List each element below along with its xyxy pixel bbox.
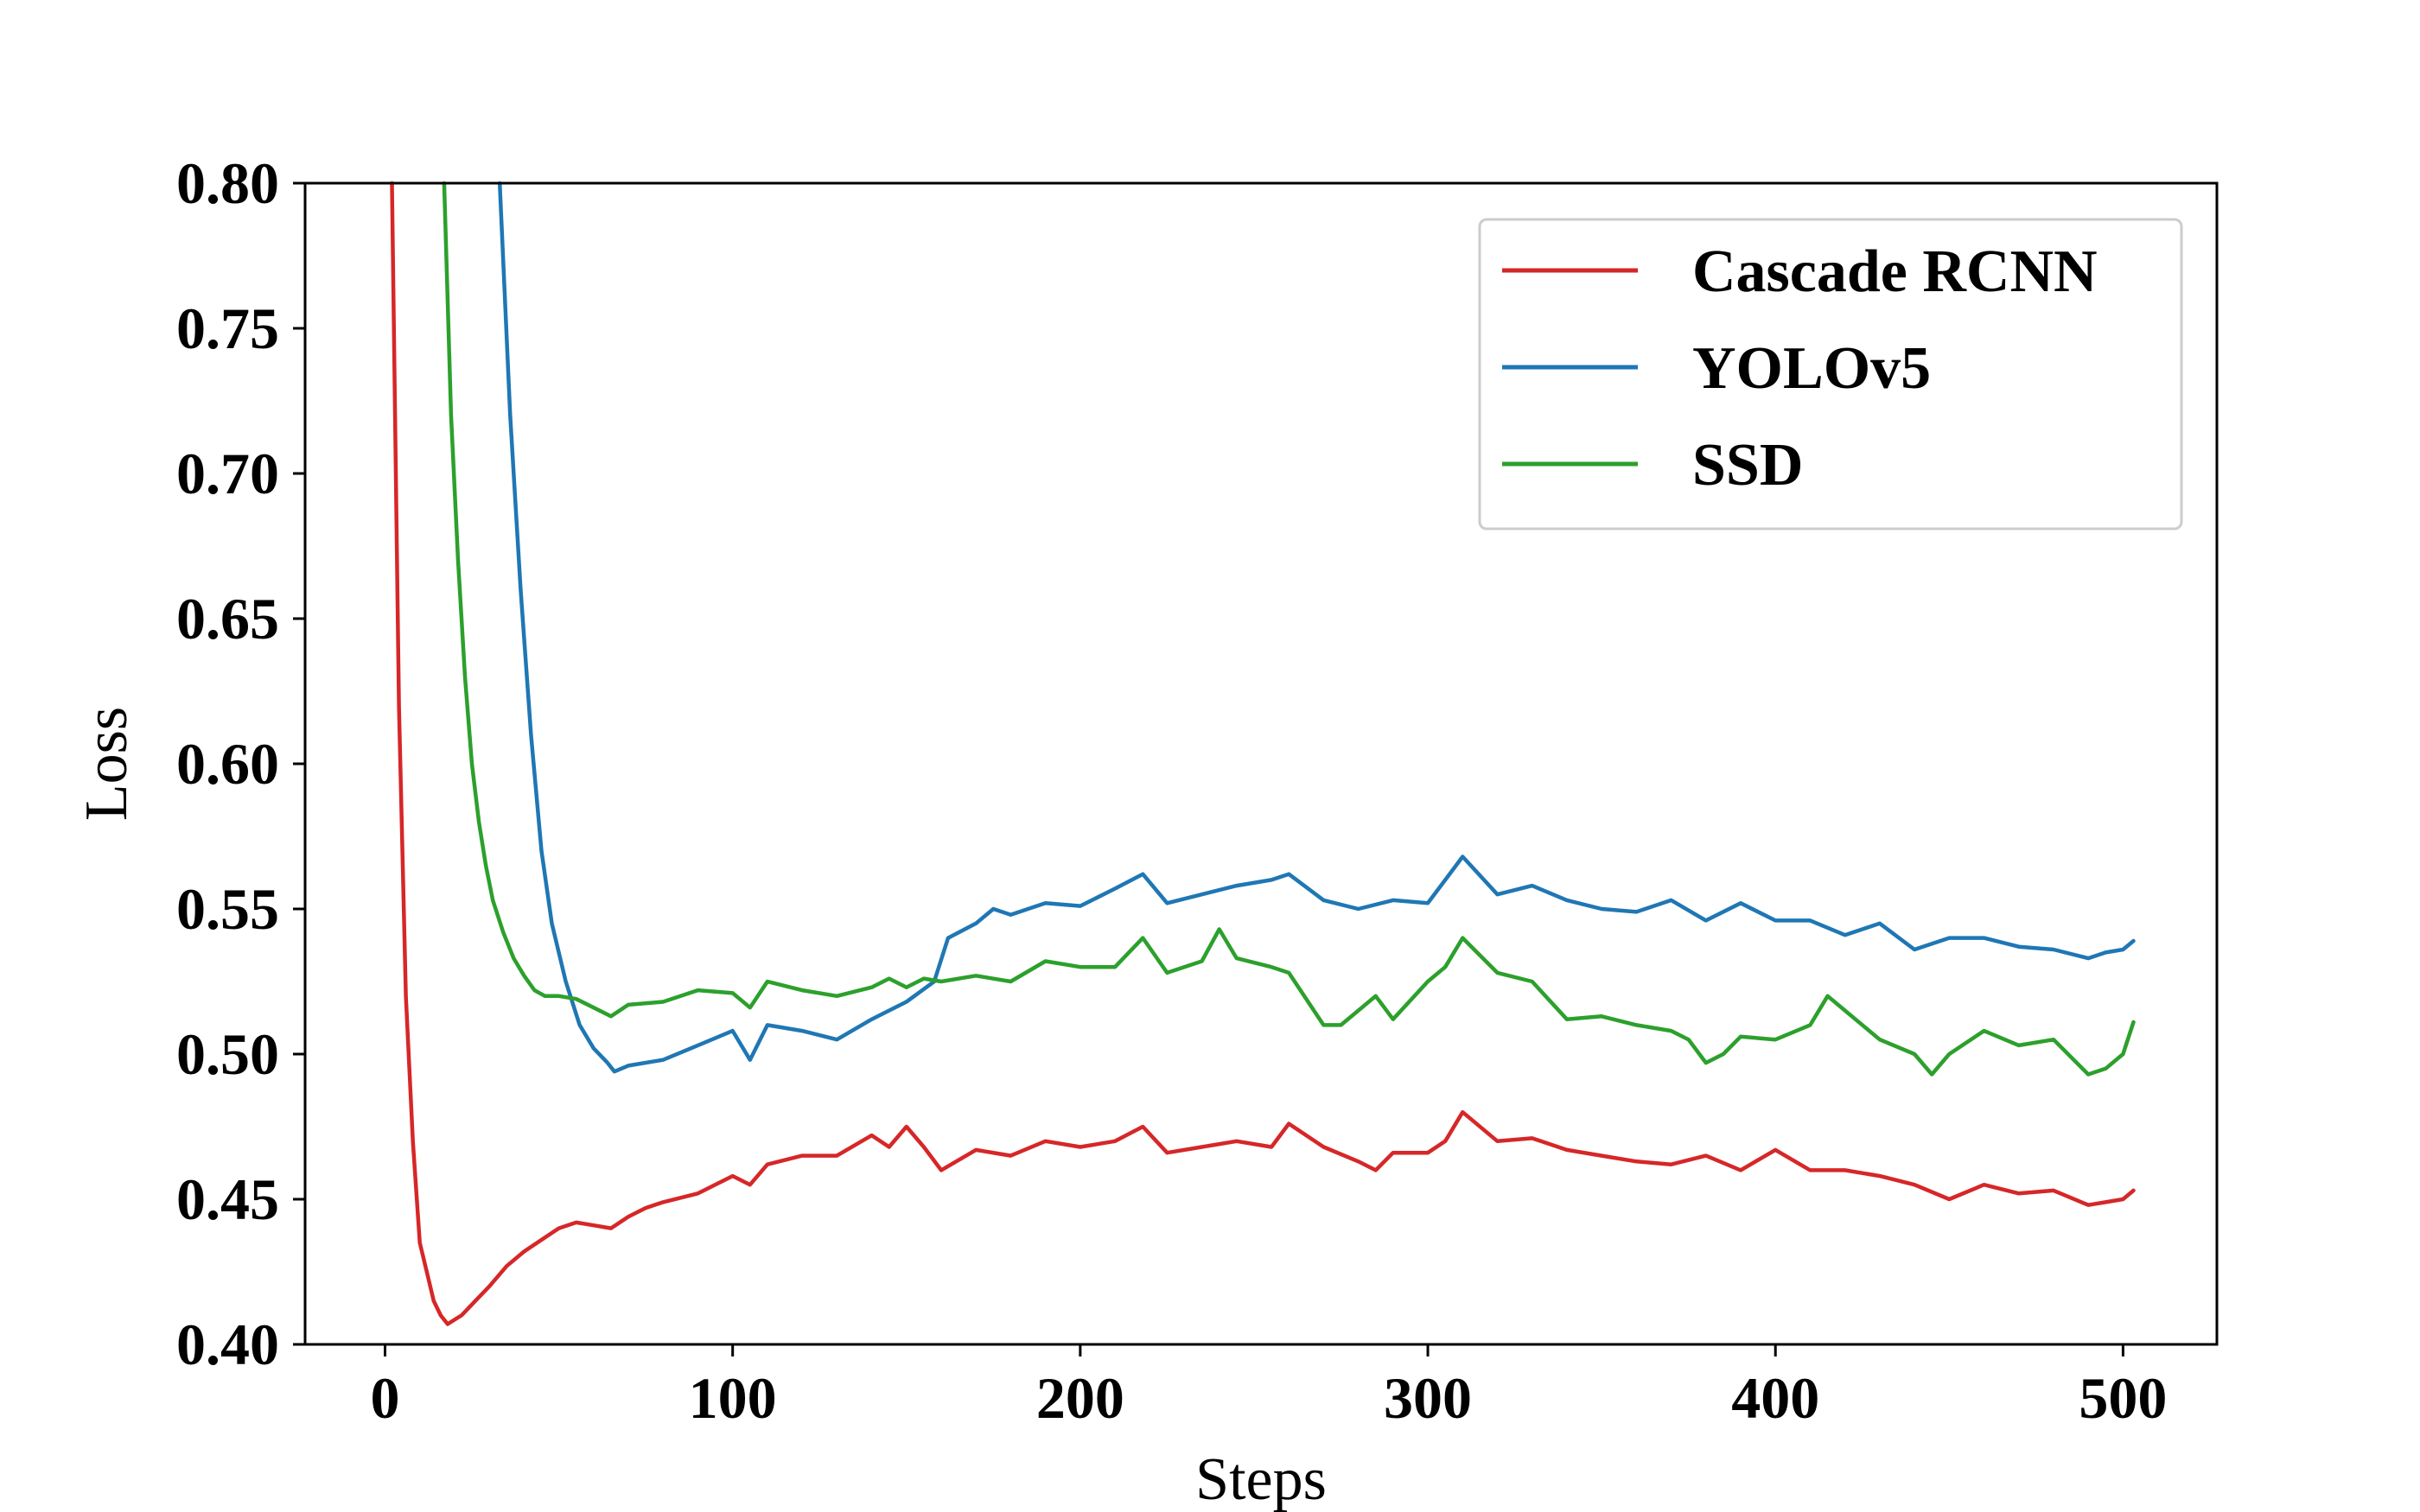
plot-lines [390,181,2136,1326]
y-tick-label: 0.50 [176,1021,279,1087]
x-axis-label: Steps [1195,1446,1327,1512]
y-tick-label: 0.70 [176,441,279,506]
y-tick-label: 0.65 [176,586,279,651]
y-axis-ticks: 0.40 0.45 0.50 0.55 0.60 0.65 0.70 0.75 0.80 [176,150,305,1377]
x-tick-label: 100 [689,1365,777,1431]
legend: Cascade RCNN YOLOv5 SSD [1478,218,2183,530]
y-axis-label: Loss [73,707,140,821]
legend-box [1478,218,2183,530]
x-tick-label: 400 [1731,1365,1819,1431]
legend-label-0: Cascade RCNN [1692,238,2098,305]
y-tick-label: 0.40 [176,1312,279,1377]
legend-label-1: YOLOv5 [1692,335,1931,402]
x-tick-label: 200 [1036,1365,1124,1431]
y-tick-label: 0.80 [176,150,279,216]
x-tick-label: 0 [371,1365,400,1431]
y-tick-label: 0.75 [176,295,279,361]
x-tick-label: 500 [2079,1365,2167,1431]
legend-label-2: SSD [1692,432,1803,499]
series-line-1 [497,181,2136,1074]
y-tick-label: 0.55 [176,876,279,942]
y-tick-label: 0.45 [176,1166,279,1232]
series-line-0 [390,181,2136,1326]
x-axis-ticks: 0 100 200 300 400 500 [371,1344,2167,1431]
x-tick-label: 300 [1384,1365,1472,1431]
series-line-2 [442,181,2136,1077]
y-tick-label: 0.60 [176,731,279,797]
